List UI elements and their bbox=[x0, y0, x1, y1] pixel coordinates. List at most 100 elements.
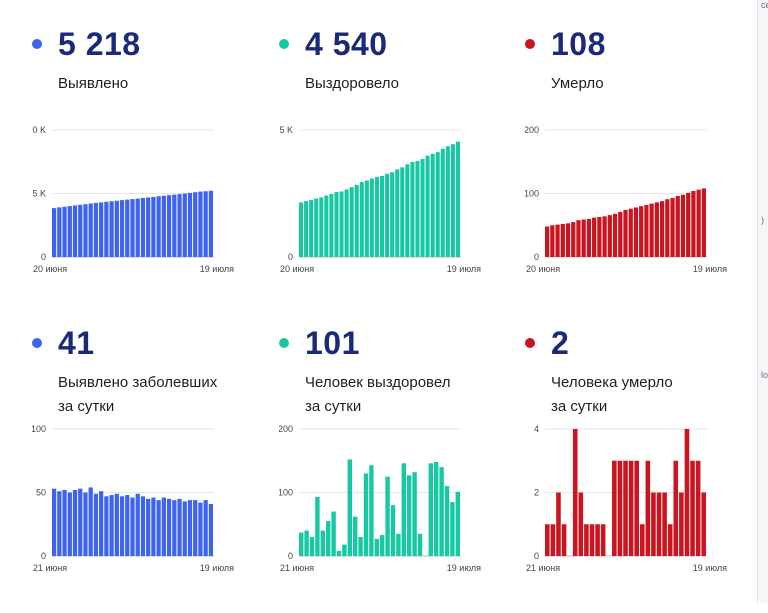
y-tick-label: 200 bbox=[279, 424, 293, 434]
bar bbox=[656, 492, 662, 556]
bar bbox=[72, 205, 78, 257]
legend-dot bbox=[279, 39, 289, 49]
bar bbox=[589, 524, 595, 556]
bar bbox=[665, 199, 670, 257]
bar bbox=[550, 225, 555, 257]
bar bbox=[628, 460, 634, 556]
legend-dot bbox=[525, 39, 535, 49]
stat-label-line: за сутки bbox=[551, 398, 608, 415]
bar bbox=[578, 492, 584, 556]
bar bbox=[109, 201, 114, 257]
bar bbox=[380, 535, 385, 556]
strip-mark: ce bbox=[761, 0, 768, 10]
bar bbox=[415, 160, 420, 257]
x-start-label: 21 июня bbox=[526, 563, 560, 573]
bar bbox=[395, 169, 400, 257]
bar bbox=[545, 226, 550, 257]
bar bbox=[435, 152, 440, 257]
bar bbox=[380, 175, 385, 257]
x-end-label: 19 июля bbox=[447, 264, 481, 274]
bar bbox=[320, 530, 325, 556]
bar bbox=[208, 190, 213, 257]
stat-label: Выявлено bbox=[58, 72, 268, 96]
bar bbox=[336, 550, 342, 556]
bar bbox=[156, 500, 161, 556]
bar bbox=[151, 196, 156, 257]
bar bbox=[151, 497, 156, 556]
bar bbox=[686, 192, 691, 257]
bar bbox=[342, 544, 347, 556]
bar bbox=[104, 496, 109, 556]
bar bbox=[571, 222, 576, 257]
x-end-label: 19 июля bbox=[200, 563, 234, 573]
bar bbox=[140, 197, 146, 257]
bar bbox=[125, 199, 130, 257]
bar bbox=[78, 488, 83, 556]
bar bbox=[104, 201, 109, 257]
panel-detected-total: 5 218 Выявлено 0 5 K 10 K 20 июня 19 июля bbox=[32, 24, 272, 314]
bar bbox=[581, 219, 586, 257]
bar bbox=[83, 204, 88, 257]
bar bbox=[135, 198, 140, 257]
bar bbox=[612, 213, 618, 257]
bar bbox=[412, 472, 417, 556]
bar bbox=[93, 493, 99, 556]
bar bbox=[299, 202, 304, 257]
bar bbox=[390, 505, 396, 556]
bar bbox=[374, 176, 379, 257]
bar bbox=[198, 502, 203, 556]
bar bbox=[156, 196, 161, 257]
y-tick-label: 5 K bbox=[32, 189, 46, 199]
x-end-label: 19 июля bbox=[693, 563, 727, 573]
bar bbox=[99, 202, 104, 257]
chart-recovered-total: 0 5 K 20 июня 19 июля bbox=[279, 125, 481, 274]
stat-label-text: Выздоровело bbox=[305, 75, 400, 92]
bar bbox=[166, 195, 172, 257]
bar bbox=[304, 530, 309, 556]
bar bbox=[182, 193, 187, 257]
bar bbox=[597, 217, 602, 257]
bar bbox=[166, 498, 172, 556]
bar bbox=[607, 215, 612, 257]
bar bbox=[679, 492, 684, 556]
y-tick-label: 0 bbox=[288, 551, 293, 561]
stat-value: 101 bbox=[305, 325, 360, 361]
bar bbox=[390, 172, 395, 257]
legend-dot bbox=[279, 338, 289, 348]
bar bbox=[450, 144, 455, 257]
bar bbox=[208, 503, 213, 556]
bar bbox=[673, 460, 679, 556]
bar bbox=[651, 492, 656, 556]
bar bbox=[83, 492, 88, 556]
panel-recovered-daily: 101 Человек выздоровел за сутки 0 100 200 2… bbox=[279, 323, 519, 613]
bar bbox=[417, 533, 423, 556]
chart-detected-daily: 0 50 100 21 июня 19 июля bbox=[32, 424, 234, 573]
panel-recovered-total: 4 540 Выздоровело 0 5 K 20 июня 19 июля bbox=[279, 24, 519, 314]
bar bbox=[177, 194, 182, 257]
bar bbox=[592, 217, 597, 257]
bar bbox=[187, 500, 193, 556]
bar bbox=[314, 198, 319, 257]
y-tick-label: 0 bbox=[534, 551, 539, 561]
bar bbox=[572, 429, 578, 556]
bar bbox=[334, 191, 339, 257]
bar bbox=[114, 493, 119, 556]
x-start-label: 20 июня bbox=[526, 264, 560, 274]
chart-deaths-daily: 0 2 4 21 июня 19 июля bbox=[526, 424, 727, 573]
bar bbox=[659, 201, 665, 257]
bar bbox=[600, 524, 606, 556]
right-scroll-strip: ce ) lo bbox=[757, 0, 768, 603]
bar bbox=[645, 460, 651, 556]
bar bbox=[347, 459, 352, 556]
y-tick-label: 0 bbox=[41, 551, 46, 561]
bar bbox=[623, 210, 628, 257]
stat-label: Выявлено заболевших за сутки bbox=[58, 371, 268, 419]
bar bbox=[369, 465, 374, 556]
x-start-label: 20 июня bbox=[280, 264, 314, 274]
bar bbox=[329, 194, 334, 257]
bar bbox=[135, 493, 140, 556]
y-tick-label: 5 K bbox=[279, 125, 293, 135]
bar bbox=[618, 211, 623, 257]
strip-mark: lo bbox=[761, 370, 768, 380]
stat-label-line: Выявлено заболевших bbox=[58, 374, 218, 391]
